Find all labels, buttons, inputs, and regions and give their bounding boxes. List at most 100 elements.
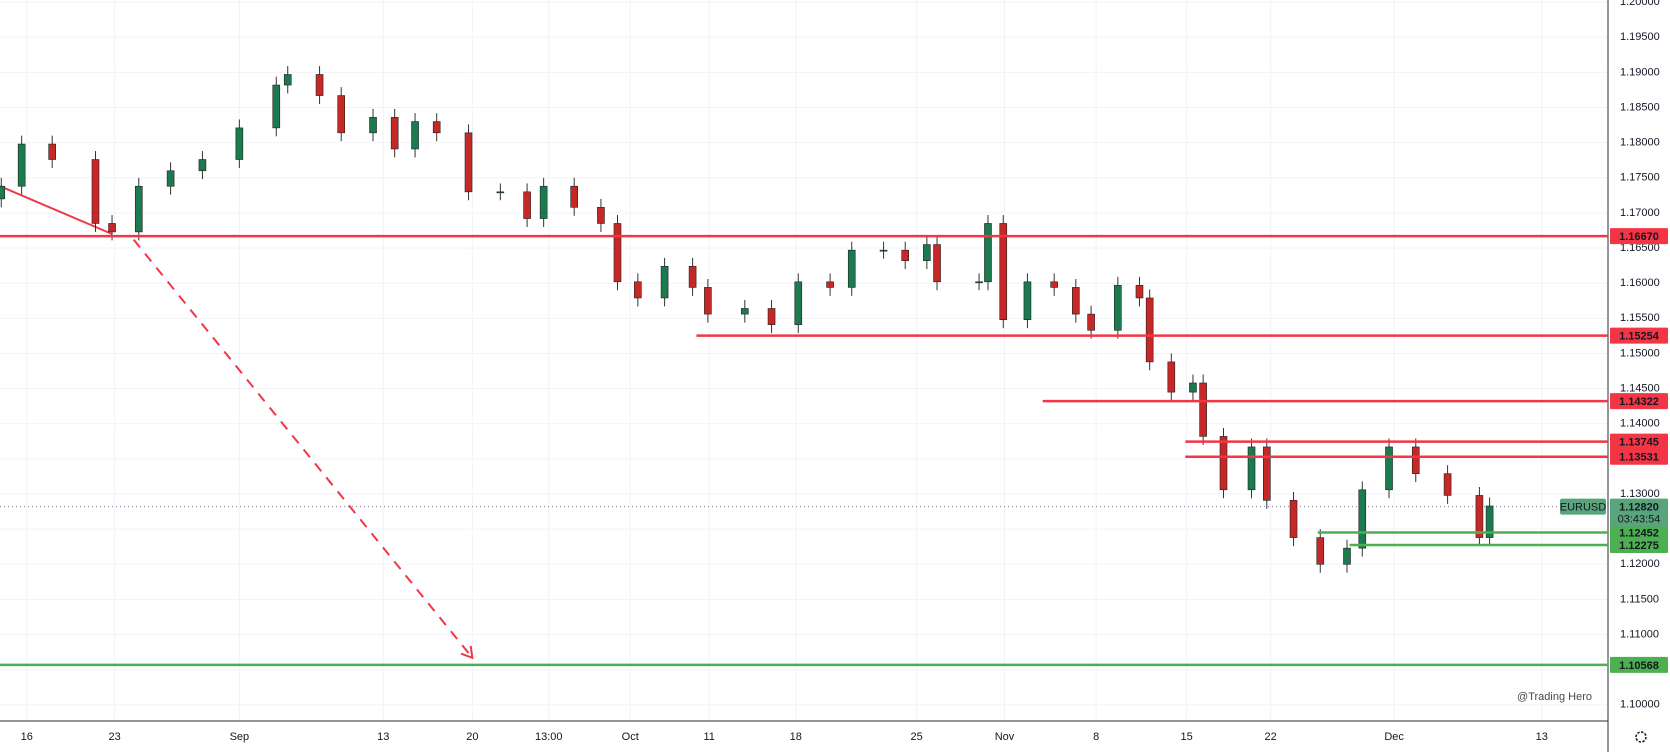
x-tick-label: Sep xyxy=(230,731,250,743)
candle-body xyxy=(523,191,531,219)
level-label: 1.13531 xyxy=(1619,452,1659,464)
candle-body xyxy=(1114,285,1122,331)
level-label-box xyxy=(1610,228,1668,245)
candle-body xyxy=(1219,436,1228,491)
trend-line xyxy=(0,185,113,235)
candle-body xyxy=(1189,382,1197,393)
candle-body xyxy=(597,207,605,224)
level-label: 1.15254 xyxy=(1619,331,1660,343)
countdown-label: 03:43:54 xyxy=(1618,514,1661,526)
candle-body xyxy=(166,170,175,187)
candle-body xyxy=(1485,505,1494,538)
x-tick-label: Oct xyxy=(622,731,639,743)
level-label-box xyxy=(1610,433,1668,450)
level-label: 1.10568 xyxy=(1619,660,1659,672)
candle-body xyxy=(1262,446,1271,501)
candle-body xyxy=(369,117,377,134)
level-label-box xyxy=(1610,656,1668,673)
settings-icon[interactable] xyxy=(1635,731,1647,743)
y-tick-label: 1.19000 xyxy=(1620,66,1660,78)
candle-body xyxy=(826,281,834,288)
x-tick-label: 13:00 xyxy=(535,731,563,743)
candle-body xyxy=(704,287,712,315)
candle-body xyxy=(1443,473,1452,496)
y-tick-label: 1.16500 xyxy=(1620,242,1660,254)
candle-body xyxy=(17,143,26,187)
candle-body xyxy=(1475,495,1484,538)
level-label: 1.16670 xyxy=(1619,231,1659,243)
y-tick-label: 1.20000 xyxy=(1620,0,1660,8)
y-tick-label: 1.15000 xyxy=(1620,347,1660,359)
candle-body xyxy=(1247,446,1256,491)
y-tick-label: 1.15500 xyxy=(1620,312,1660,324)
y-tick-label: 1.11000 xyxy=(1620,628,1659,640)
candle-body xyxy=(198,159,207,172)
y-tick-label: 1.17000 xyxy=(1620,207,1660,219)
level-label: 1.13745 xyxy=(1619,437,1659,449)
y-tick-label: 1.12000 xyxy=(1620,558,1660,570)
last-price-label: 1.12820 xyxy=(1619,502,1659,514)
x-tick-label: 20 xyxy=(466,731,478,743)
candle-body xyxy=(1167,361,1176,393)
x-tick-label: 22 xyxy=(1264,731,1276,743)
candle-body xyxy=(879,249,888,252)
arrow-head xyxy=(460,645,474,660)
candle-body xyxy=(91,159,100,224)
candle-body xyxy=(1411,446,1420,474)
candle-body xyxy=(272,84,281,129)
candle-body xyxy=(975,281,983,284)
level-label-box xyxy=(1610,393,1668,410)
candle-body xyxy=(432,121,441,134)
candle-body xyxy=(1289,500,1298,538)
candle-body xyxy=(1199,382,1207,437)
watermark: @Trading Hero xyxy=(1517,691,1592,703)
y-tick-label: 1.14000 xyxy=(1620,418,1660,430)
candle-body xyxy=(108,223,116,233)
y-tick-label: 1.18000 xyxy=(1620,137,1660,149)
candle-body xyxy=(315,74,324,96)
candle-body xyxy=(1072,287,1080,315)
candle-body xyxy=(48,143,56,160)
symbol-box xyxy=(1560,498,1606,515)
candle-body xyxy=(794,281,803,325)
x-tick-label: 16 xyxy=(21,731,33,743)
candle-body xyxy=(923,244,931,262)
gear[interactable] xyxy=(1635,731,1647,743)
level-label-box xyxy=(1610,536,1668,553)
candle-body xyxy=(847,249,856,288)
candle-body xyxy=(134,185,143,233)
level-label: 1.12452 xyxy=(1619,527,1659,539)
symbol-label: EURUSD xyxy=(1560,502,1607,514)
y-tick-label: 1.17500 xyxy=(1620,172,1660,184)
candle-body xyxy=(688,266,697,288)
y-tick-label: 1.18500 xyxy=(1620,101,1660,113)
y-tick-label: 1.10000 xyxy=(1620,699,1660,711)
y-tick-label: 1.11500 xyxy=(1620,593,1659,605)
candle-body xyxy=(634,281,642,299)
candle-body xyxy=(0,185,6,200)
candle-body xyxy=(1135,285,1144,299)
candle-body xyxy=(740,308,749,315)
candle-body xyxy=(999,223,1008,321)
trend-line xyxy=(132,239,474,659)
x-tick-label: 15 xyxy=(1180,731,1192,743)
candle-body xyxy=(464,132,473,193)
y-tick-label: 1.16000 xyxy=(1620,277,1660,289)
candle-body xyxy=(1343,547,1351,565)
candle-body xyxy=(901,249,910,262)
x-tick-label: 11 xyxy=(703,731,714,743)
candle-body xyxy=(496,191,505,194)
x-tick-label: 8 xyxy=(1093,731,1099,743)
candle-body xyxy=(933,244,941,283)
x-tick-label: 25 xyxy=(911,731,923,743)
candle-body xyxy=(539,185,548,219)
y-tick-label: 1.14500 xyxy=(1620,383,1660,395)
x-tick-label: 18 xyxy=(790,731,802,743)
x-tick-label: 13 xyxy=(377,731,389,743)
y-tick-label: 1.13000 xyxy=(1620,488,1660,500)
candle-body xyxy=(613,223,622,283)
candle-body xyxy=(235,127,244,160)
candle-body xyxy=(1145,297,1154,363)
level-label-box xyxy=(1610,327,1668,344)
